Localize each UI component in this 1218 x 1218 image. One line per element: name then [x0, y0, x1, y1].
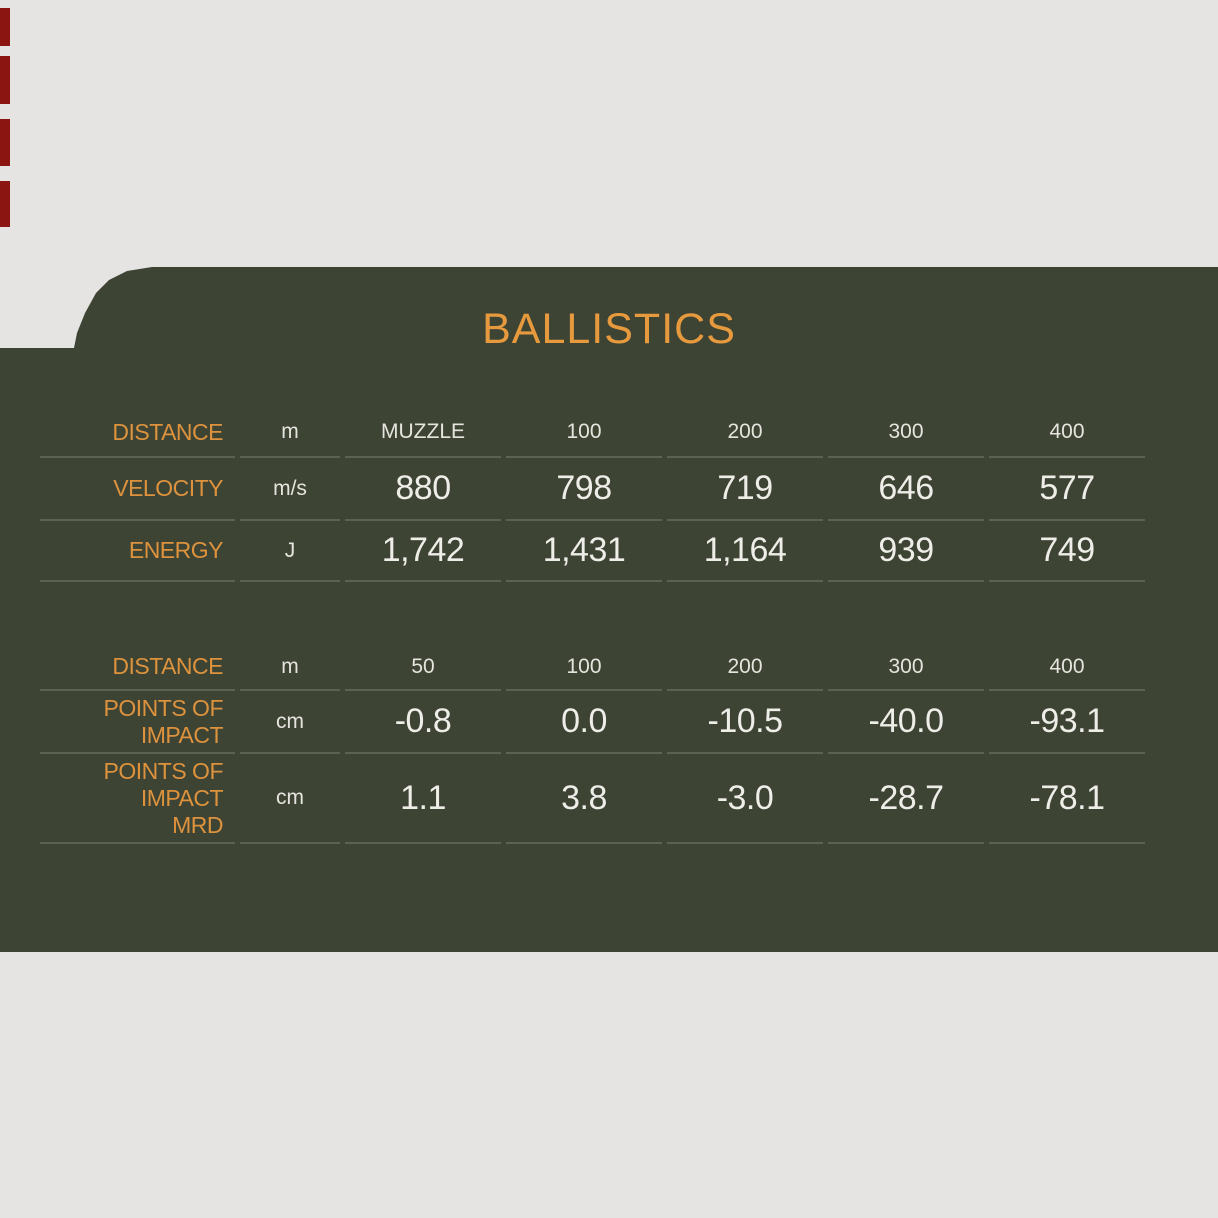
row-label-distance: DISTANCE — [40, 644, 235, 691]
table-cell-value: 1,164 — [667, 521, 823, 582]
row-label-points-of-impact: POINTS OF IMPACT — [40, 691, 235, 754]
table-cell-value: 798 — [506, 458, 662, 521]
table-header-row: DISTANCE m 50 100 200 300 400 — [40, 644, 1145, 691]
unit-cell: cm — [240, 691, 340, 754]
table-cell-value: -40.0 — [828, 691, 984, 754]
table-cell-value: -78.1 — [989, 754, 1145, 844]
table-cell-value: 719 — [667, 458, 823, 521]
row-label-points-of-impact-mrd: POINTS OF IMPACT MRD — [40, 754, 235, 844]
table-cell-value: 577 — [989, 458, 1145, 521]
table-cell-value: 880 — [345, 458, 501, 521]
left-edge-red-mark — [0, 56, 10, 104]
unit-cell: J — [240, 521, 340, 582]
row-label-energy: ENERGY — [40, 521, 235, 582]
column-header: 300 — [828, 644, 984, 691]
column-header: MUZZLE — [345, 408, 501, 458]
row-label-line2: MRD — [172, 811, 223, 838]
table-cell-value: -10.5 — [667, 691, 823, 754]
left-edge-red-mark — [0, 181, 10, 227]
table-cell-value: 0.0 — [506, 691, 662, 754]
table-cell-value: -3.0 — [667, 754, 823, 844]
table-cell-value: -0.8 — [345, 691, 501, 754]
table-cell-value: 3.8 — [506, 754, 662, 844]
unit-cell: cm — [240, 754, 340, 844]
table-cell-value: 646 — [828, 458, 984, 521]
column-header: 100 — [506, 408, 662, 458]
table-cell-value: 939 — [828, 521, 984, 582]
table-row: VELOCITY m/s 880 798 719 646 577 — [40, 458, 1145, 521]
unit-cell: m — [240, 644, 340, 691]
table-cell-value: 749 — [989, 521, 1145, 582]
column-header: 200 — [667, 644, 823, 691]
left-edge-red-mark — [0, 8, 10, 46]
velocity-energy-table: DISTANCE m MUZZLE 100 200 300 400 VELOCI… — [35, 408, 1150, 582]
table-row: ENERGY J 1,742 1,431 1,164 939 749 — [40, 521, 1145, 582]
row-label-velocity: VELOCITY — [40, 458, 235, 521]
unit-cell: m/s — [240, 458, 340, 521]
table-cell-value: 1.1 — [345, 754, 501, 844]
left-edge-red-mark — [0, 119, 10, 166]
page-title: BALLISTICS — [482, 305, 736, 353]
column-header: 50 — [345, 644, 501, 691]
column-header: 100 — [506, 644, 662, 691]
row-label-distance: DISTANCE — [40, 408, 235, 458]
table-cell-value: 1,742 — [345, 521, 501, 582]
column-header: 300 — [828, 408, 984, 458]
table-header-row: DISTANCE m MUZZLE 100 200 300 400 — [40, 408, 1145, 458]
table-cell-value: -28.7 — [828, 754, 984, 844]
unit-cell: m — [240, 408, 340, 458]
table-row: POINTS OF IMPACT cm -0.8 0.0 -10.5 -40.0… — [40, 691, 1145, 754]
row-label-line1: POINTS OF IMPACT — [103, 757, 224, 811]
column-header: 400 — [989, 644, 1145, 691]
table-cell-value: 1,431 — [506, 521, 662, 582]
ballistics-panel: BALLISTICS DISTANCE m MUZZLE 100 200 300… — [0, 267, 1218, 952]
table-row: POINTS OF IMPACT MRD cm 1.1 3.8 -3.0 -28… — [40, 754, 1145, 844]
column-header: 200 — [667, 408, 823, 458]
table-cell-value: -93.1 — [989, 691, 1145, 754]
points-of-impact-table: DISTANCE m 50 100 200 300 400 POINTS OF … — [35, 644, 1150, 844]
column-header: 400 — [989, 408, 1145, 458]
